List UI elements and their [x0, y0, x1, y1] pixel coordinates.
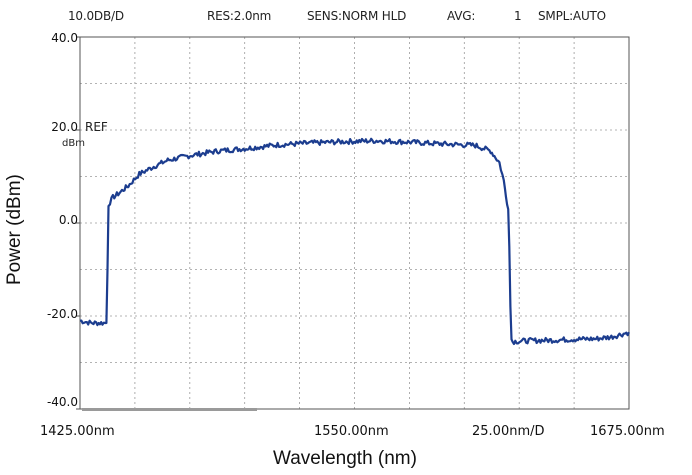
x-center-label: 1550.00nm [314, 424, 389, 439]
scroll-indicator [82, 408, 257, 411]
y-tick-label-20: 20.0 [51, 120, 78, 134]
sensitivity-readout: SENS:NORM HLD [307, 9, 407, 23]
x-stop-label: 1675.00nm [590, 424, 665, 439]
y-tick-label-minus-20: -20.0 [46, 307, 78, 321]
y-axis-title: Power (dBm) [4, 174, 25, 285]
average-value: 1 [514, 9, 522, 23]
y-tick-label-minus-40: -40.0 [46, 395, 78, 409]
y-tick-label-0: 0.0 [58, 213, 78, 227]
x-start-label: 1425.00nm [40, 424, 115, 439]
plot-grid [80, 37, 629, 409]
average-label: AVG: [447, 9, 476, 23]
y-tick-label-40: 40.0 [51, 31, 78, 45]
x-axis-title: Wavelength (nm) [273, 448, 417, 469]
resolution-readout: RES:2.0nm [207, 9, 272, 23]
power-trace [79, 137, 630, 346]
reference-label: REF [85, 120, 108, 134]
reference-unit: dBm [62, 138, 85, 149]
x-span-label: 25.00nm/D [472, 424, 545, 439]
sampling-readout: SMPL:AUTO [538, 9, 606, 23]
scale-readout: 10.0DB/D [68, 9, 124, 23]
tick-marks [76, 36, 80, 410]
